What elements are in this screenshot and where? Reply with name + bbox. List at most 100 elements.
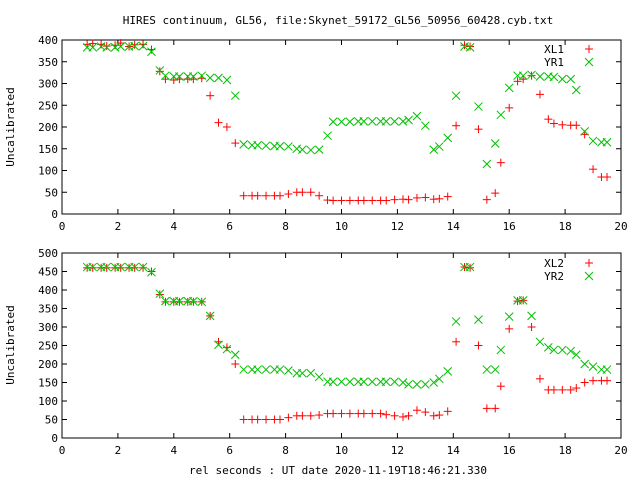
point-xl2 (549, 385, 558, 394)
point-yr1 (130, 41, 140, 51)
point-yr1 (588, 136, 598, 146)
point-yr2 (602, 365, 612, 374)
point-xl2 (435, 411, 444, 420)
point-xl2 (390, 411, 399, 420)
point-yr2 (557, 345, 567, 355)
point-xl1 (572, 121, 581, 130)
point-yr2 (504, 312, 514, 321)
point-yr1 (566, 74, 576, 84)
point-yr1 (549, 72, 559, 82)
x-tick-label: 0 (59, 444, 66, 457)
point-xl2 (337, 409, 346, 418)
point-yr2 (367, 377, 377, 387)
point-yr1 (557, 74, 567, 84)
point-xl2 (262, 415, 271, 424)
point-yr2 (404, 379, 413, 389)
y-tick-label: 50 (45, 414, 58, 427)
point-yr1 (381, 116, 391, 126)
point-xl1 (474, 125, 483, 134)
x-tick-label: 20 (614, 444, 627, 457)
point-yr1 (443, 133, 453, 143)
x-tick-label: 12 (391, 444, 404, 457)
y-tick-label: 400 (38, 34, 58, 47)
point-xl1 (222, 123, 231, 131)
point-xl2 (284, 413, 293, 422)
point-xl2 (527, 323, 536, 331)
point-xl2 (466, 263, 475, 272)
point-yr1 (214, 73, 223, 83)
point-yr2 (443, 367, 453, 376)
legend-marker-xl2 (585, 259, 593, 267)
point-xl1 (544, 115, 553, 124)
point-xl1 (443, 192, 452, 201)
point-xl2 (603, 376, 612, 385)
point-xl2 (239, 415, 248, 424)
point-xl2 (535, 374, 544, 383)
point-xl2 (443, 407, 452, 416)
x-tick-label: 18 (558, 220, 571, 233)
point-xl1 (549, 119, 558, 128)
point-yr2 (261, 365, 271, 374)
point-xl1 (214, 118, 223, 127)
point-xl2 (376, 409, 385, 418)
point-yr2 (390, 377, 399, 387)
point-xl2 (580, 378, 589, 387)
x-tick-label: 0 (59, 220, 66, 233)
point-xl1 (130, 40, 139, 49)
point-yr2 (527, 311, 536, 321)
point-yr1 (205, 73, 215, 83)
point-yr1 (261, 141, 271, 151)
point-yr2 (130, 262, 140, 272)
point-yr2 (398, 378, 408, 387)
point-xl1 (206, 91, 215, 100)
point-xl2 (139, 263, 148, 272)
point-yr2 (138, 262, 148, 272)
point-yr1 (328, 117, 338, 127)
point-yr1 (147, 47, 156, 57)
x-tick-label: 6 (226, 220, 233, 233)
point-xl2 (558, 385, 567, 394)
point-yr2 (490, 365, 500, 374)
point-yr1 (102, 43, 112, 52)
x-tick-label: 4 (170, 444, 177, 457)
point-xl2 (412, 406, 421, 415)
point-xl1 (155, 67, 164, 76)
point-yr2 (147, 267, 156, 277)
x-tick-label: 6 (226, 444, 233, 457)
point-xl1 (390, 195, 399, 204)
y-tick-label: 400 (38, 284, 58, 297)
point-yr1 (314, 145, 324, 154)
point-xl2 (276, 415, 285, 424)
data-points-2 (82, 262, 612, 424)
point-xl1 (496, 158, 505, 167)
point-yr2 (214, 340, 223, 350)
legend-marker-yr1 (584, 57, 594, 67)
point-yr1 (571, 85, 581, 95)
point-yr1 (465, 43, 475, 52)
x-tick-label: 18 (558, 444, 571, 457)
point-yr2 (284, 366, 293, 376)
point-yr1 (222, 75, 232, 85)
point-xl2 (222, 343, 231, 352)
point-xl2 (566, 385, 575, 394)
point-yr2 (580, 359, 590, 369)
figure-title: HIRES continuum, GL56, file:Skynet_59172… (123, 14, 553, 27)
legend-marker-yr2 (584, 271, 594, 281)
point-xl1 (102, 42, 111, 51)
point-xl1 (452, 121, 461, 130)
point-xl1 (368, 196, 377, 205)
point-yr2 (306, 368, 316, 378)
point-yr1 (527, 70, 536, 80)
point-yr1 (306, 145, 316, 155)
point-xl2 (253, 415, 262, 424)
x-tick-label: 14 (447, 444, 461, 457)
point-yr2 (337, 377, 346, 387)
point-xl1 (139, 40, 148, 49)
point-yr2 (434, 374, 444, 384)
point-yr1 (359, 116, 369, 126)
y-tick-label: 300 (38, 321, 58, 334)
point-xl1 (460, 41, 469, 50)
point-xl1 (482, 195, 491, 204)
x-tick-label: 8 (282, 444, 289, 457)
